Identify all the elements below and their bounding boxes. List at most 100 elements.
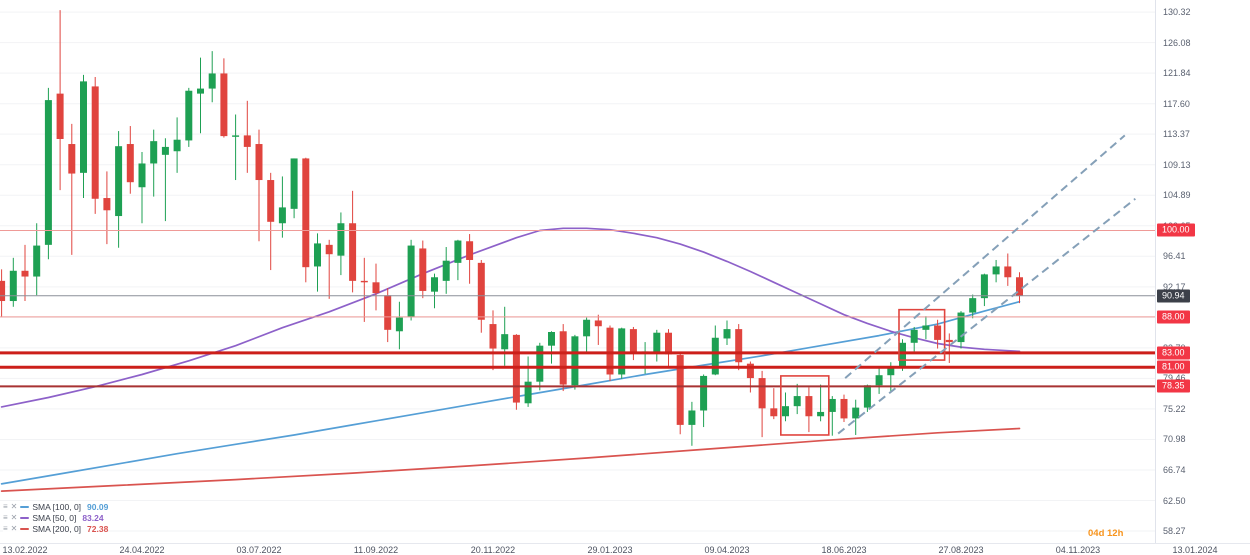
candle-body	[934, 325, 942, 340]
indicator-remove-icon[interactable]: ✕	[10, 512, 18, 522]
candle-body	[793, 396, 801, 407]
price-tick-label: 62.50	[1163, 495, 1186, 506]
indicator-settings-icon[interactable]: ≡	[3, 512, 8, 522]
time-tick-label: 24.04.2022	[119, 545, 165, 555]
candle-body	[957, 312, 965, 343]
price-tick-label: 117.60	[1163, 98, 1190, 109]
candlestick-chart-canvas[interactable]	[0, 0, 1155, 543]
trendline[interactable]	[837, 197, 1136, 435]
time-tick-label: 18.06.2023	[821, 545, 867, 555]
price-tick-label: 109.13	[1163, 159, 1191, 170]
time-tick-label: 13.01.2024	[1172, 545, 1218, 555]
price-tick-label: 126.08	[1163, 37, 1191, 48]
candle-body	[115, 146, 123, 217]
candle-body	[746, 363, 754, 379]
time-tick-label: 03.07.2022	[236, 545, 282, 555]
sma-line[interactable]	[0, 227, 1021, 408]
candle-body	[548, 331, 555, 346]
candle-body	[302, 158, 310, 268]
price-tick-label: 58.27	[1163, 525, 1186, 536]
candle-body	[278, 207, 286, 224]
indicator-label: SMA [100, 0]	[32, 501, 82, 512]
candle-body	[232, 135, 240, 137]
indicator-settings-icon[interactable]: ≡	[3, 501, 8, 511]
price-tick-label: 66.74	[1163, 464, 1186, 475]
price-level-label[interactable]: 81.00	[1157, 360, 1190, 374]
indicator-legend-row[interactable]: ≡ ✕ SMA [100, 0] 90.09	[3, 501, 108, 512]
candle-body	[267, 180, 275, 222]
indicator-remove-icon[interactable]: ✕	[10, 523, 18, 533]
indicator-legend: ≡ ✕ SMA [100, 0] 90.09 ≡ ✕ SMA [50, 0] 83.24 ≡ ✕ S…	[3, 501, 109, 534]
annotation-box[interactable]	[780, 375, 830, 436]
candle-body	[910, 329, 918, 343]
candle-body	[653, 332, 661, 353]
indicator-value: 83.24	[82, 512, 104, 523]
indicator-legend-row[interactable]: ≡ ✕ SMA [50, 0] 83.24	[3, 512, 108, 523]
candle-body	[501, 334, 509, 350]
candle-body	[372, 282, 380, 294]
candle-body	[922, 325, 930, 330]
indicator-color-sample	[20, 527, 30, 530]
candle-body	[665, 332, 672, 355]
price-level-label[interactable]: 88.00	[1157, 310, 1190, 324]
candle-body	[571, 336, 579, 386]
candle-body	[583, 319, 591, 337]
indicator-value: 90.09	[87, 501, 109, 512]
candle-body	[676, 355, 684, 425]
time-tick-label: 20.11.2022	[470, 545, 516, 555]
price-tick-label: 70.98	[1163, 434, 1186, 445]
candle-body	[770, 408, 778, 417]
candle-body	[700, 375, 708, 411]
candle-body	[395, 317, 403, 332]
time-tick-label: 04.11.2023	[1055, 545, 1101, 555]
candle-body	[243, 135, 251, 147]
candle-body	[384, 295, 392, 330]
candle-body	[44, 100, 52, 245]
candle-body	[21, 270, 29, 277]
candle-body	[349, 223, 357, 281]
indicator-legend-row[interactable]: ≡ ✕ SMA [200, 0] 72.38	[3, 523, 108, 534]
candle-body	[863, 385, 871, 408]
candle-body	[314, 243, 321, 267]
candle-body	[68, 144, 76, 174]
candle-body	[629, 329, 637, 353]
indicator-settings-icon[interactable]: ≡	[3, 523, 8, 533]
candle-body	[477, 262, 485, 320]
candle-body	[150, 141, 158, 164]
candle-body	[992, 266, 1000, 275]
price-tick-label: 121.84	[1163, 68, 1191, 79]
candle-body	[360, 280, 368, 283]
trendline[interactable]	[844, 134, 1126, 379]
price-tick-label: 79.46	[1163, 373, 1186, 384]
candle-body	[407, 245, 415, 317]
indicator-color-sample	[20, 516, 30, 519]
price-axis[interactable]: 130.32 126.08 121.84 117.60 113.37 109.13 104.…	[1155, 0, 1250, 543]
candle-body	[161, 146, 169, 155]
time-tick-label: 29.01.2023	[587, 545, 633, 555]
candle-body	[173, 139, 181, 152]
current-price-label: 90.94	[1157, 289, 1190, 303]
candle-body	[828, 398, 836, 412]
candle-body	[817, 411, 825, 417]
indicator-value: 72.38	[87, 523, 109, 534]
candle-body	[466, 241, 474, 260]
price-level-label[interactable]: 83.00	[1157, 346, 1190, 360]
candle-body	[688, 410, 696, 425]
indicator-remove-icon[interactable]: ✕	[10, 501, 18, 511]
price-tick-label: 92.17	[1163, 281, 1186, 292]
candle-body	[852, 407, 860, 419]
candle-body	[80, 81, 87, 173]
time-axis[interactable]: 13.02.2022 24.04.2022 03.07.2022 11.09.2022…	[0, 543, 1250, 555]
price-tick-label: 104.89	[1163, 190, 1191, 201]
indicator-label: SMA [50, 0]	[32, 512, 77, 523]
candle-body	[758, 378, 766, 409]
candle-body	[56, 93, 64, 139]
price-level-label[interactable]: 78.35	[1157, 379, 1190, 393]
candle-body	[594, 320, 602, 327]
annotation-box[interactable]	[898, 308, 946, 361]
sma-line[interactable]	[0, 427, 1021, 492]
price-level-label[interactable]: 100.00	[1157, 223, 1195, 237]
candle-body	[735, 329, 743, 363]
candle-body	[1016, 277, 1023, 296]
